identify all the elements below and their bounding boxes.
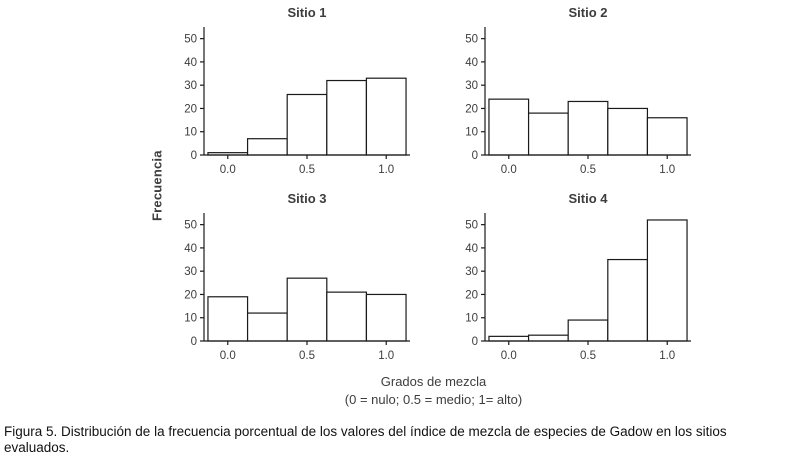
svg-text:1.0: 1.0 [659, 164, 675, 176]
panel-sitio-2: Sitio 2 0 10 20 30 40 50 0.0 0.5 1.0 [449, 4, 699, 182]
svg-text:0.0: 0.0 [501, 164, 517, 176]
svg-text:0.5: 0.5 [299, 350, 315, 362]
svg-text:50: 50 [184, 220, 197, 232]
svg-text:10: 10 [184, 127, 197, 139]
y-axis-label: Frecuencia [149, 150, 165, 222]
svg-text:10: 10 [465, 127, 478, 139]
figure-grid-row: Frecuencia Sitio 1 0 10 20 30 40 50 0.0 0.5 1.0 … [146, 0, 786, 368]
chart-title-sitio-4: Sitio 4 [568, 191, 608, 206]
svg-text:0: 0 [191, 150, 197, 162]
svg-text:20: 20 [184, 103, 197, 115]
panel-sitio-3: Sitio 3 0 10 20 30 40 50 0.0 0.5 1.0 [168, 190, 418, 368]
svg-text:50: 50 [465, 220, 478, 232]
svg-text:40: 40 [184, 243, 197, 255]
svg-text:40: 40 [465, 243, 478, 255]
panel-sitio-1: Sitio 1 0 10 20 30 40 50 0.0 0.5 1.0 [168, 4, 418, 182]
svg-text:0: 0 [191, 336, 197, 348]
figure-caption: Figura 5. Distribución de la frecuencia … [4, 424, 727, 456]
svg-text:0.5: 0.5 [299, 164, 315, 176]
x-axis-note: (0 = nulo; 0.5 = medio; 1= alto) [344, 392, 523, 407]
svg-text:40: 40 [465, 57, 478, 69]
svg-text:1.0: 1.0 [378, 164, 394, 176]
histogram-sitio-2: 0 10 20 30 40 50 0.0 0.5 1.0 [465, 27, 691, 176]
svg-text:20: 20 [465, 289, 478, 301]
x-axis-label: Grados de mezcla [380, 374, 487, 389]
svg-text:20: 20 [465, 103, 478, 115]
histogram-sitio-3: 0 10 20 30 40 50 0.0 0.5 1.0 [184, 213, 410, 362]
histogram-grid: Sitio 1 0 10 20 30 40 50 0.0 0.5 1.0 Sitio 2 0 10… [168, 4, 699, 368]
chart-title-sitio-3: Sitio 3 [287, 191, 327, 206]
chart-title-sitio-2: Sitio 2 [568, 5, 608, 20]
x-axis-label-block: Grados de mezcla (0 = nulo; 0.5 = medio;… [168, 374, 699, 407]
histogram-sitio-4: 0 10 20 30 40 50 0.0 0.5 1.0 [465, 213, 691, 362]
svg-text:50: 50 [184, 34, 197, 46]
svg-text:10: 10 [184, 313, 197, 325]
svg-text:0: 0 [472, 336, 478, 348]
svg-text:0.0: 0.0 [220, 164, 236, 176]
svg-text:30: 30 [184, 80, 197, 92]
panel-sitio-4: Sitio 4 0 10 20 30 40 50 0.0 0.5 1.0 [449, 190, 699, 368]
svg-text:30: 30 [465, 266, 478, 278]
svg-text:0: 0 [472, 150, 478, 162]
histogram-sitio-1: 0 10 20 30 40 50 0.0 0.5 1.0 [184, 27, 410, 176]
svg-text:0.5: 0.5 [580, 164, 596, 176]
chart-title-sitio-1: Sitio 1 [287, 5, 327, 20]
svg-text:1.0: 1.0 [378, 350, 394, 362]
svg-text:1.0: 1.0 [659, 350, 675, 362]
svg-text:0.0: 0.0 [220, 350, 236, 362]
svg-text:0.5: 0.5 [580, 350, 596, 362]
svg-text:20: 20 [184, 289, 197, 301]
svg-text:40: 40 [184, 57, 197, 69]
svg-text:30: 30 [184, 266, 197, 278]
svg-text:50: 50 [465, 34, 478, 46]
svg-text:0.0: 0.0 [501, 350, 517, 362]
svg-text:10: 10 [465, 313, 478, 325]
svg-text:30: 30 [465, 80, 478, 92]
